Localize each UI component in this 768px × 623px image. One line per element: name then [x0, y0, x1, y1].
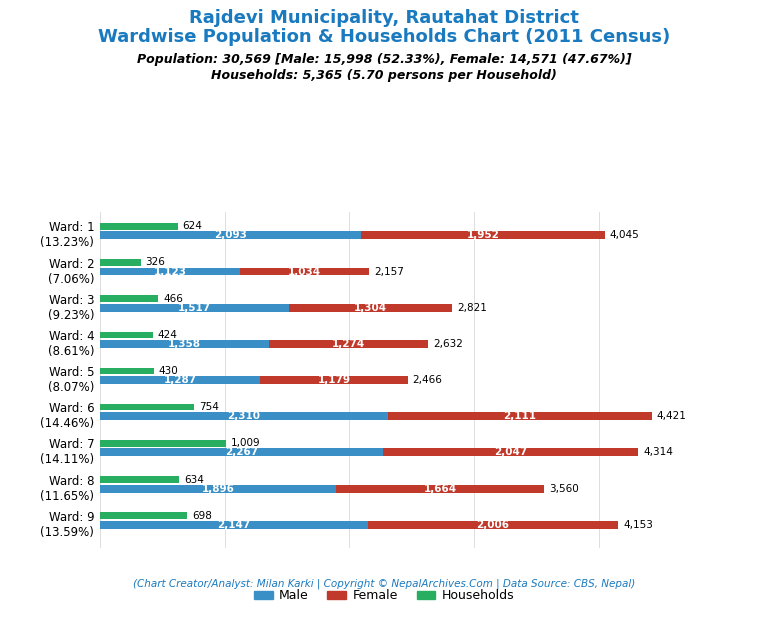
- Text: 1,009: 1,009: [230, 439, 260, 449]
- Legend: Male, Female, Households: Male, Female, Households: [249, 584, 519, 607]
- Text: 2,147: 2,147: [217, 520, 250, 530]
- Text: Wardwise Population & Households Chart (2011 Census): Wardwise Population & Households Chart (…: [98, 28, 670, 46]
- Text: 2,157: 2,157: [374, 267, 404, 277]
- Bar: [100, 440, 226, 447]
- Text: 624: 624: [183, 221, 203, 231]
- Text: 326: 326: [145, 257, 165, 267]
- Text: 2,111: 2,111: [503, 411, 536, 421]
- Bar: [100, 376, 260, 384]
- Text: 424: 424: [157, 330, 177, 340]
- Bar: [100, 259, 141, 266]
- Bar: [100, 267, 240, 275]
- Text: 4,153: 4,153: [623, 520, 653, 530]
- Bar: [100, 231, 361, 239]
- Text: 2,821: 2,821: [457, 303, 487, 313]
- Bar: [100, 412, 388, 420]
- Text: Population: 30,569 [Male: 15,998 (52.33%), Female: 14,571 (47.67%)]: Population: 30,569 [Male: 15,998 (52.33%…: [137, 53, 631, 66]
- Bar: [382, 449, 638, 457]
- Bar: [388, 412, 651, 420]
- Text: 4,045: 4,045: [610, 231, 640, 240]
- Text: 466: 466: [163, 293, 183, 303]
- Text: 1,123: 1,123: [154, 267, 187, 277]
- Text: 2,267: 2,267: [225, 447, 258, 457]
- Text: 634: 634: [184, 475, 204, 485]
- Text: 1,517: 1,517: [178, 303, 211, 313]
- Text: Rajdevi Municipality, Rautahat District: Rajdevi Municipality, Rautahat District: [189, 9, 579, 27]
- Text: 2,006: 2,006: [476, 520, 509, 530]
- Text: 2,093: 2,093: [214, 231, 247, 240]
- Text: 1,287: 1,287: [164, 375, 197, 385]
- Bar: [260, 376, 408, 384]
- Text: 2,310: 2,310: [227, 411, 260, 421]
- Text: 1,274: 1,274: [333, 339, 366, 349]
- Bar: [100, 404, 194, 411]
- Bar: [100, 521, 368, 529]
- Text: 1,664: 1,664: [424, 483, 457, 493]
- Text: 1,952: 1,952: [466, 231, 499, 240]
- Text: Households: 5,365 (5.70 persons per Household): Households: 5,365 (5.70 persons per Hous…: [211, 69, 557, 82]
- Bar: [100, 331, 153, 338]
- Bar: [100, 303, 290, 312]
- Text: 1,034: 1,034: [288, 267, 321, 277]
- Bar: [100, 223, 177, 229]
- Text: 698: 698: [192, 511, 212, 521]
- Bar: [100, 485, 336, 493]
- Text: 1,358: 1,358: [168, 339, 201, 349]
- Text: 1,896: 1,896: [202, 483, 234, 493]
- Bar: [100, 449, 382, 457]
- Bar: [368, 521, 618, 529]
- Bar: [361, 231, 604, 239]
- Text: 1,179: 1,179: [317, 375, 350, 385]
- Bar: [336, 485, 544, 493]
- Text: 3,560: 3,560: [549, 483, 579, 493]
- Bar: [100, 368, 154, 374]
- Text: 1,304: 1,304: [354, 303, 387, 313]
- Text: 754: 754: [199, 402, 219, 412]
- Text: 430: 430: [158, 366, 178, 376]
- Bar: [270, 340, 429, 348]
- Bar: [100, 340, 270, 348]
- Text: 4,314: 4,314: [644, 447, 673, 457]
- Bar: [290, 303, 452, 312]
- Text: 4,421: 4,421: [657, 411, 687, 421]
- Bar: [100, 476, 179, 483]
- Text: (Chart Creator/Analyst: Milan Karki | Copyright © NepalArchives.Com | Data Sourc: (Chart Creator/Analyst: Milan Karki | Co…: [133, 578, 635, 589]
- Text: 2,632: 2,632: [433, 339, 463, 349]
- Text: 2,047: 2,047: [494, 447, 527, 457]
- Text: 2,466: 2,466: [412, 375, 442, 385]
- Bar: [100, 513, 187, 519]
- Bar: [240, 267, 369, 275]
- Bar: [100, 295, 158, 302]
